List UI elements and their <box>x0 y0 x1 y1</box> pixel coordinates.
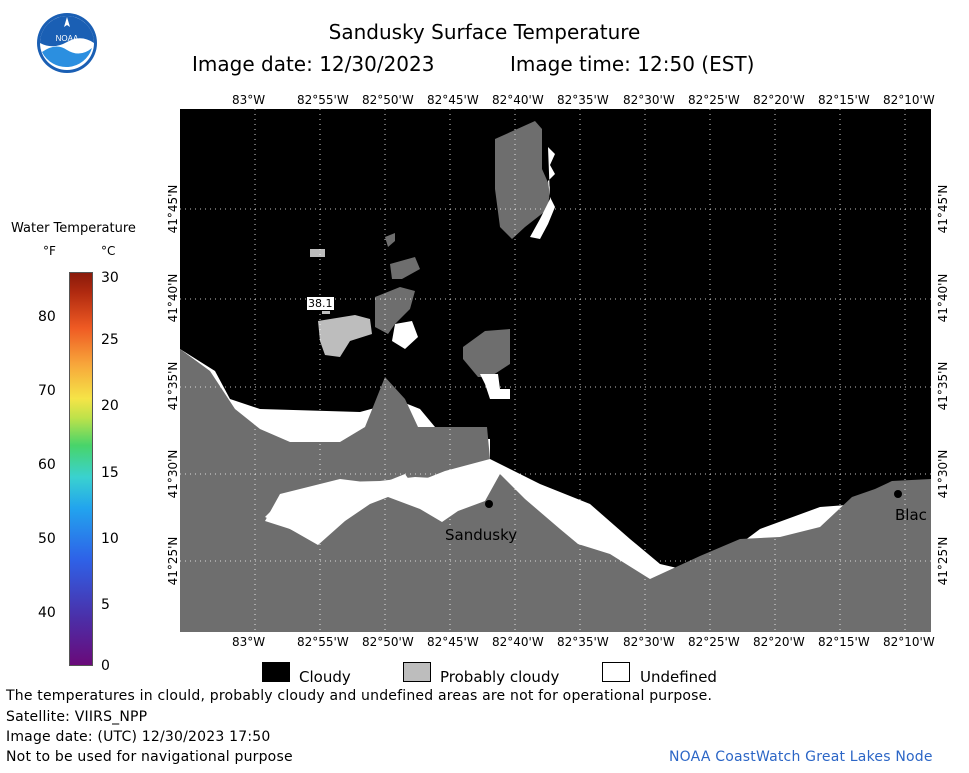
longitude-label-top: 83°W <box>232 93 266 107</box>
legend-tick-f: 70 <box>38 383 56 399</box>
image-date: Image date: 12/30/2023 <box>192 52 435 76</box>
legend-tick-f: 40 <box>38 605 56 621</box>
legend-tick-f: 80 <box>38 309 56 325</box>
legend-unit-f: °F <box>43 244 56 258</box>
longitude-label-top: 82°10'W <box>883 93 935 107</box>
legend-title: Water Temperature <box>11 221 136 236</box>
longitude-label-bottom: 82°30'W <box>623 635 675 649</box>
longitude-label-bottom: 82°55'W <box>297 635 349 649</box>
probably-cloudy-patch <box>318 315 372 357</box>
legend-tick-f: 60 <box>38 457 56 473</box>
legend-tick-c: 20 <box>101 398 119 414</box>
city-label-sandusky: Sandusky <box>445 526 518 544</box>
kelleys-island <box>495 121 550 239</box>
island-fringe-3 <box>392 321 418 349</box>
key-undefined: Undefined <box>640 668 717 686</box>
longitude-label-top: 82°45'W <box>427 93 479 107</box>
latitude-label-left: 41°40'N <box>166 273 180 323</box>
image-time: Image time: 12:50 (EST) <box>510 52 755 76</box>
longitude-label-bottom: 82°20'W <box>753 635 805 649</box>
legend-tick-f: 50 <box>38 531 56 547</box>
latitude-label-right: 41°45'N <box>936 184 950 234</box>
longitude-label-top: 82°35'W <box>557 93 609 107</box>
noaa-logo-icon: NOAA <box>37 13 97 73</box>
island-small-1 <box>385 233 395 247</box>
credit-text: NOAA CoastWatch Great Lakes Node <box>669 749 933 765</box>
longitude-label-bottom: 82°50'W <box>362 635 414 649</box>
longitude-label-top: 82°55'W <box>297 93 349 107</box>
city-label-partial: Blac <box>895 506 927 524</box>
latitude-label-left: 41°30'N <box>166 449 180 499</box>
legend-tick-c: 15 <box>101 465 119 481</box>
legend-tick-c: 5 <box>101 597 110 613</box>
probably-cloudy-patch-3 <box>310 249 325 257</box>
sandusky-marker <box>485 500 493 508</box>
sandusky-bay-undefined <box>265 477 485 543</box>
key-cloudy: Cloudy <box>299 668 351 686</box>
legend-tick-c: 25 <box>101 332 119 348</box>
latitude-label-right: 41°35'N <box>936 361 950 411</box>
city-marker-2 <box>894 490 902 498</box>
svg-text:NOAA: NOAA <box>56 34 79 43</box>
longitude-label-top: 82°15'W <box>818 93 870 107</box>
key-probably-cloudy: Probably cloudy <box>440 668 560 686</box>
graticule <box>180 109 931 632</box>
longitude-label-bottom: 83°W <box>232 635 266 649</box>
probably-cloudy-swatch <box>403 662 431 682</box>
satellite-text: Satellite: VIIRS_NPP <box>6 709 148 725</box>
latitude-label-left: 41°25'N <box>166 536 180 586</box>
legend-tick-c: 0 <box>101 658 110 674</box>
longitude-label-top: 82°25'W <box>688 93 740 107</box>
temperature-map <box>180 109 931 632</box>
latitude-label-right: 41°40'N <box>936 273 950 323</box>
island-fringe <box>530 147 555 239</box>
utc-date-text: Image date: (UTC) 12/30/2023 17:50 <box>6 729 271 745</box>
land-area <box>180 349 931 632</box>
longitude-label-bottom: 82°15'W <box>818 635 870 649</box>
longitude-label-bottom: 82°35'W <box>557 635 609 649</box>
island-fringe-2 <box>480 374 510 399</box>
latitude-label-left: 41°45'N <box>166 184 180 234</box>
temperature-color-bar <box>69 272 93 666</box>
latitude-label-left: 41°35'N <box>166 361 180 411</box>
longitude-label-bottom: 82°40'W <box>492 635 544 649</box>
cloudy-swatch <box>262 662 290 682</box>
legend-unit-c: °C <box>101 244 116 258</box>
disclaimer-text: The temperatures in clould, probably clo… <box>6 688 713 704</box>
legend-tick-c: 10 <box>101 531 119 547</box>
latitude-label-right: 41°25'N <box>936 536 950 586</box>
island-south-bass <box>463 329 510 377</box>
nav-warning-text: Not to be used for navigational purpose <box>6 749 293 765</box>
longitude-label-top: 82°50'W <box>362 93 414 107</box>
temperature-label: 38.1 <box>306 296 335 311</box>
longitude-label-top: 82°30'W <box>623 93 675 107</box>
longitude-label-bottom: 82°45'W <box>427 635 479 649</box>
undefined-swatch <box>602 662 630 682</box>
latitude-label-right: 41°30'N <box>936 449 950 499</box>
legend-tick-c: 30 <box>101 270 119 286</box>
page-title: Sandusky Surface Temperature <box>328 20 641 44</box>
longitude-label-bottom: 82°25'W <box>688 635 740 649</box>
longitude-label-top: 82°20'W <box>753 93 805 107</box>
island-north-bass <box>390 257 420 279</box>
longitude-label-top: 82°40'W <box>492 93 544 107</box>
longitude-label-bottom: 82°10'W <box>883 635 935 649</box>
